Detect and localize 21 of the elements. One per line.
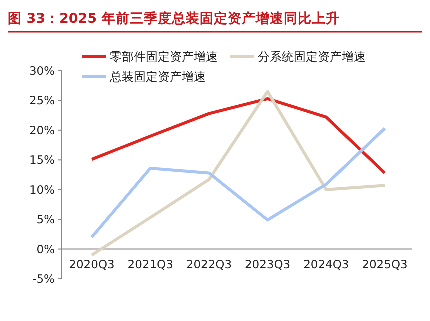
x-tick-label: 2022Q3 (186, 257, 232, 272)
y-tick-label: 25% (29, 94, 56, 108)
line-series (90, 97, 386, 175)
legend-label: 零部件固定资产增速 (110, 50, 218, 64)
y-tick-label: 15% (29, 153, 56, 168)
y-tick-label: 5% (36, 212, 56, 227)
x-tick-label: 2020Q3 (69, 257, 115, 272)
legend-label: 分系统固定资产增速 (258, 50, 366, 64)
chart-title: 图 33：2025 年前三季度总装固定资产增速同比上升 (8, 10, 340, 27)
x-tick-label: 2021Q3 (128, 257, 174, 272)
legend-label: 总装固定资产增速 (109, 70, 206, 84)
line-series (90, 90, 386, 257)
y-tick-label: 30% (29, 64, 56, 78)
y-tick-label: 0% (36, 242, 56, 256)
y-tick-label: 10% (29, 182, 56, 197)
y-tick-label: 20% (29, 123, 56, 138)
x-tick-label: 2023Q3 (244, 257, 291, 272)
x-tick-label: 2025Q3 (362, 257, 408, 272)
y-tick-label: -5% (32, 272, 56, 286)
x-tick-label: 2024Q3 (304, 257, 350, 272)
line-series (90, 127, 386, 239)
